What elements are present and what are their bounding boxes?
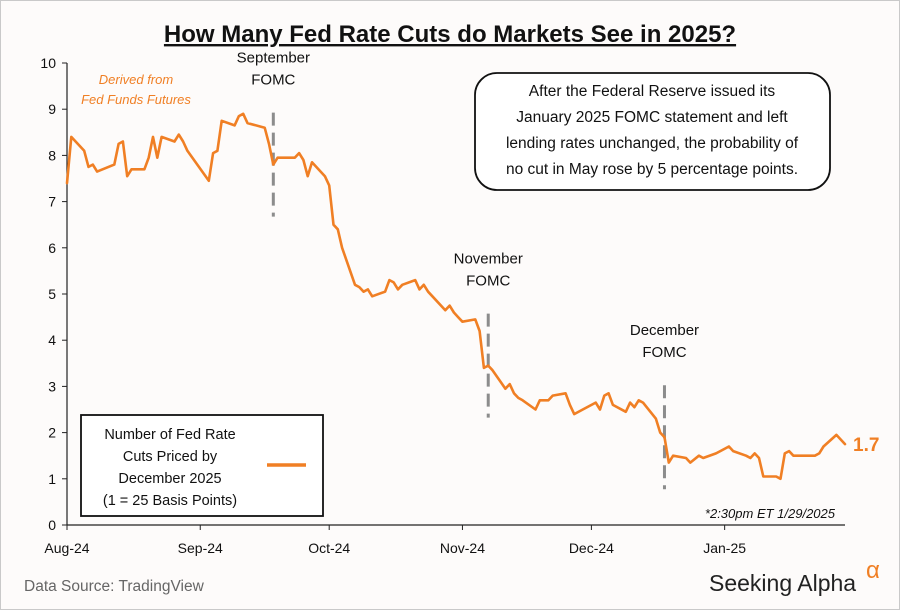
series-layer: 1.7 [65,112,879,481]
source-note-line-1: Derived from [99,72,174,87]
event-markers: September FOMC November FOMC December FOMC [237,50,699,490]
y-tick-label: 5 [48,286,56,302]
annotation-line-3: lending rates unchanged, the probability… [506,135,799,152]
y-tick-label: 8 [48,147,56,163]
legend-line-2: Cuts Priced by [123,449,218,465]
data-source: Data Source: TradingView [24,578,205,595]
x-tick-label: Aug-24 [44,540,89,556]
x-tick-label: Sep-24 [178,540,223,556]
timestamp-note: *2:30pm ET 1/29/2025 [705,506,836,521]
x-tick-label: Oct-24 [308,540,350,556]
event-label: November [454,251,523,268]
chart-title: How Many Fed Rate Cuts do Markets See in… [164,21,736,48]
annotation-line-1: After the Federal Reserve issued its [529,83,776,100]
x-tick-label: Dec-24 [569,540,614,556]
legend-line-3: December 2025 [118,471,221,487]
brand-alpha-icon: α [866,557,880,584]
event-label: FOMC [466,273,510,290]
x-tick-label: Nov-24 [440,540,485,556]
y-tick-label: 0 [48,517,56,533]
annotation-box: After the Federal Reserve issued its Jan… [474,72,831,191]
last-value-label: 1.7 [853,435,879,456]
axes: 0 1 2 3 4 5 6 7 8 9 10 Aug-24 Sep-24 Oct-24 Nov-24 Dec-… [40,55,845,556]
legend: Number of Fed Rate Cuts Priced by Decemb… [80,414,324,517]
y-tick-label: 1 [48,471,56,487]
seeking-alpha-logo: Seeking Alpha α [709,557,880,596]
event-label: December [630,322,699,339]
series-line [65,112,847,481]
event-label: September [237,50,310,67]
y-tick-label: 3 [48,378,56,394]
annotation-line-2: January 2025 FOMC statement and left [516,109,788,126]
y-tick-label: 7 [48,194,56,210]
y-tick-label: 9 [48,101,56,117]
y-tick-label: 10 [40,55,56,71]
y-tick-label: 4 [48,332,56,348]
x-tick-label: Jan-25 [703,540,746,556]
legend-line-1: Number of Fed Rate [104,427,235,443]
source-note-line-2: Fed Funds Futures [81,92,191,107]
event-label: FOMC [642,344,686,361]
y-tick-label: 6 [48,240,56,256]
event-label: FOMC [251,72,295,89]
brand-name: Seeking Alpha [709,570,856,596]
legend-line-4: (1 = 25 Basis Points) [103,493,237,509]
annotation-line-4: no cut in May rose by 5 percentage point… [506,161,798,178]
y-tick-label: 2 [48,425,56,441]
